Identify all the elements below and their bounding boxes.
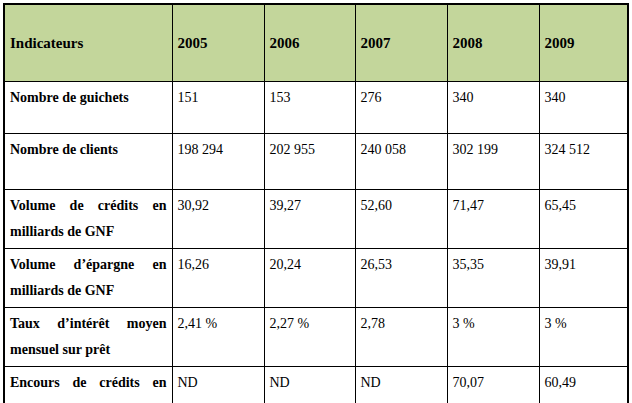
value-cell: 3 % bbox=[539, 308, 628, 367]
value-cell: 35,35 bbox=[447, 249, 539, 308]
value-cell: 302 199 bbox=[447, 134, 539, 190]
value-cell: 70,07 bbox=[447, 367, 539, 403]
value-cell: 30,92 bbox=[172, 190, 264, 249]
header-cell-year-2006: 2006 bbox=[264, 4, 355, 82]
table-header-row: Indicateurs 2005 2006 2007 2008 2009 bbox=[4, 4, 628, 82]
value-cell: 324 512 bbox=[539, 134, 628, 190]
value-cell: 39,27 bbox=[264, 190, 355, 249]
value-cell: 3 % bbox=[447, 308, 539, 367]
value-cell: 340 bbox=[447, 82, 539, 134]
value-cell: 202 955 bbox=[264, 134, 355, 190]
row-label: Volume de crédits en milliards de GNF bbox=[4, 190, 172, 249]
value-cell: 71,47 bbox=[447, 190, 539, 249]
table-row-taux-interet: Taux d’intérêt moyen mensuel sur prêt 2,… bbox=[4, 308, 628, 367]
value-cell: 52,60 bbox=[355, 190, 447, 249]
value-cell: 2,27 % bbox=[264, 308, 355, 367]
value-cell: 20,24 bbox=[264, 249, 355, 308]
row-label: Encours de crédits en milliards de GNF bbox=[4, 367, 172, 403]
header-cell-year-2009: 2009 bbox=[539, 4, 628, 82]
row-label: Volume d’épargne en milliards de GNF bbox=[4, 249, 172, 308]
value-cell: ND bbox=[355, 367, 447, 403]
value-cell: 26,53 bbox=[355, 249, 447, 308]
table-row-clients: Nombre de clients 198 294 202 955 240 05… bbox=[4, 134, 628, 190]
header-cell-year-2007: 2007 bbox=[355, 4, 447, 82]
value-cell: 151 bbox=[172, 82, 264, 134]
table-row-guichets: Nombre de guichets 151 153 276 340 340 bbox=[4, 82, 628, 134]
value-cell: 276 bbox=[355, 82, 447, 134]
value-cell: 2,41 % bbox=[172, 308, 264, 367]
table-row-volume-epargne: Volume d’épargne en milliards de GNF 16,… bbox=[4, 249, 628, 308]
header-cell-year-2005: 2005 bbox=[172, 4, 264, 82]
indicators-table: Indicateurs 2005 2006 2007 2008 2009 Nom… bbox=[3, 3, 629, 403]
value-cell: 2,78 bbox=[355, 308, 447, 367]
table-row-encours-credits: Encours de crédits en milliards de GNF N… bbox=[4, 367, 628, 403]
row-label: Nombre de guichets bbox=[4, 82, 172, 134]
value-cell: ND bbox=[264, 367, 355, 403]
row-label: Nombre de clients bbox=[4, 134, 172, 190]
document-page: Indicateurs 2005 2006 2007 2008 2009 Nom… bbox=[0, 0, 632, 403]
value-cell: 198 294 bbox=[172, 134, 264, 190]
value-cell: 60,49 bbox=[539, 367, 628, 403]
value-cell: 340 bbox=[539, 82, 628, 134]
value-cell: 39,91 bbox=[539, 249, 628, 308]
header-cell-indicateurs: Indicateurs bbox=[4, 4, 172, 82]
value-cell: 65,45 bbox=[539, 190, 628, 249]
row-label: Taux d’intérêt moyen mensuel sur prêt bbox=[4, 308, 172, 367]
value-cell: 16,26 bbox=[172, 249, 264, 308]
value-cell: ND bbox=[172, 367, 264, 403]
value-cell: 240 058 bbox=[355, 134, 447, 190]
header-cell-year-2008: 2008 bbox=[447, 4, 539, 82]
value-cell: 153 bbox=[264, 82, 355, 134]
table-row-volume-credits: Volume de crédits en milliards de GNF 30… bbox=[4, 190, 628, 249]
